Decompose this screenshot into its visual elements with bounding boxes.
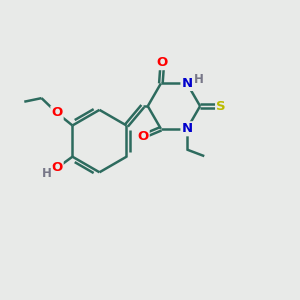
Text: O: O bbox=[157, 56, 168, 69]
Text: H: H bbox=[42, 167, 52, 180]
Text: H: H bbox=[194, 74, 203, 86]
Text: O: O bbox=[51, 106, 63, 119]
Text: N: N bbox=[182, 122, 193, 135]
Text: O: O bbox=[51, 161, 63, 175]
Text: O: O bbox=[137, 130, 149, 143]
Text: S: S bbox=[216, 100, 226, 112]
Text: N: N bbox=[182, 77, 193, 90]
